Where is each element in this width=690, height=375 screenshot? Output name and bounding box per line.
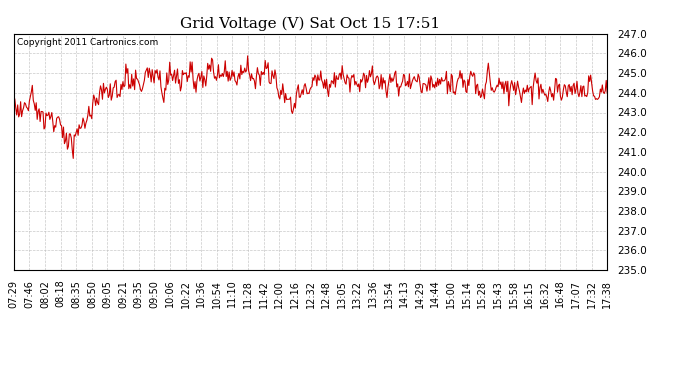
Title: Grid Voltage (V) Sat Oct 15 17:51: Grid Voltage (V) Sat Oct 15 17:51 bbox=[181, 17, 440, 31]
Text: Copyright 2011 Cartronics.com: Copyright 2011 Cartronics.com bbox=[17, 39, 158, 48]
